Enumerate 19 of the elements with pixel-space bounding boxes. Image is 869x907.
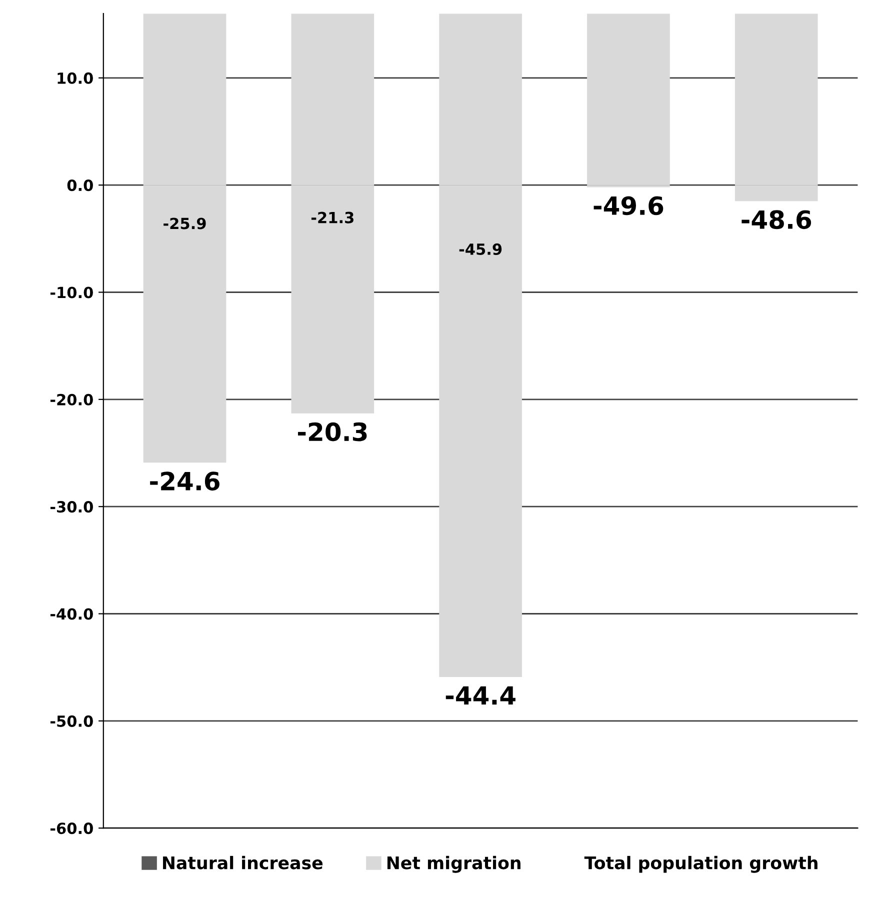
annotation: -24.6 [150, 472, 220, 491]
annotation: -49.6 [594, 196, 664, 216]
annotation: -48.6 [742, 210, 812, 230]
data-label: -25.9 [164, 218, 206, 230]
y-tick-label: -10.0 [50, 286, 93, 298]
y-tick-label: -20.0 [50, 394, 93, 406]
y-tick-label: -60.0 [50, 822, 93, 834]
data-label: -45.9 [459, 243, 502, 255]
text: Total population growth [584, 856, 818, 873]
annotation: -44.4 [446, 686, 516, 705]
y-tick-label: -50.0 [50, 715, 93, 727]
legend-label: Net migration [387, 856, 520, 873]
y-tick-label: -40.0 [50, 608, 93, 620]
y-tick-label: -30.0 [50, 501, 93, 513]
annotation: -20.3 [298, 422, 367, 442]
legend-label: Natural increase [163, 856, 323, 870]
y-tick-label: 0.0 [67, 180, 93, 192]
y-tick-label: 10.0 [58, 72, 93, 84]
data-label: -21.3 [311, 212, 354, 224]
